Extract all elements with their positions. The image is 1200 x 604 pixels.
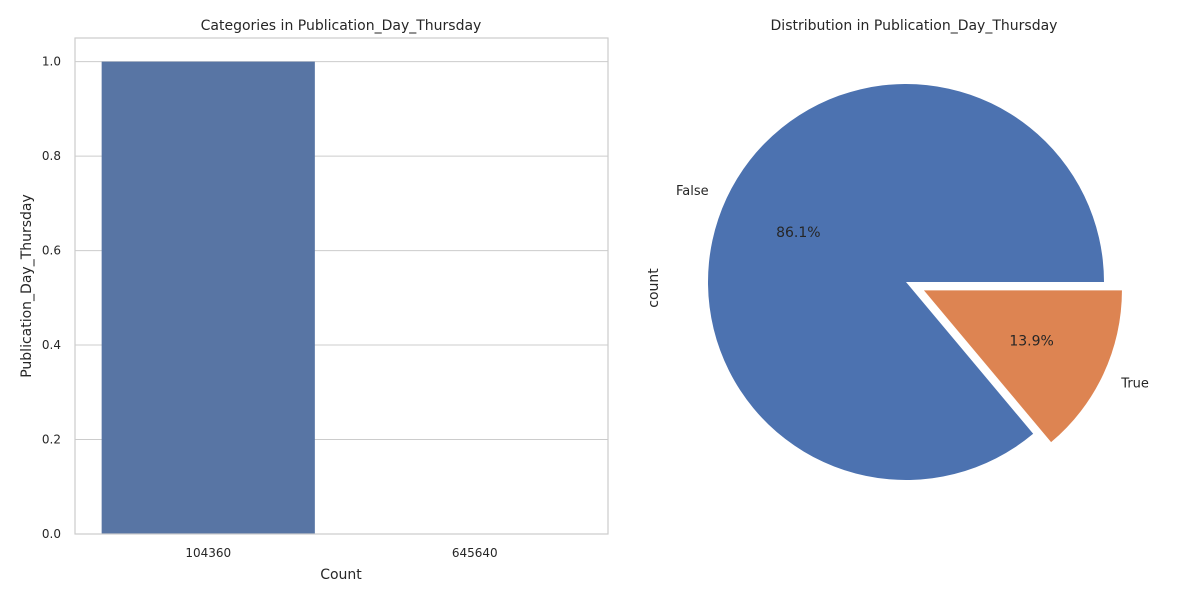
bar-y-tick-label: 0.6 [42, 244, 61, 258]
bar-x-tick-label: 104360 [185, 546, 231, 560]
bar-y-tick-label: 0.4 [42, 338, 61, 352]
pie-chart: Distribution in Publication_Day_Thursday… [646, 18, 1149, 480]
pie-y-axis-label: count [646, 268, 662, 308]
pie-slice-label: True [1120, 376, 1149, 391]
bar-marks [101, 61, 315, 534]
bar-x-ticks: 104360 645640 [185, 546, 497, 560]
bar-y-tick-label: 0.8 [42, 149, 61, 163]
bar-chart-title: Categories in Publication_Day_Thursday [201, 18, 482, 34]
bar-y-tick-label: 0.2 [42, 433, 61, 447]
pie-slice [923, 290, 1122, 443]
pie-marks: False 86.1% True 13.9% [676, 83, 1149, 480]
pie-slice-percentage: 13.9% [1009, 334, 1053, 350]
bar-x-axis-label: Count [320, 567, 362, 583]
pie-slice [708, 83, 1104, 480]
bar [101, 61, 315, 534]
bar-plot-frame [74, 37, 609, 535]
bar-y-tick-label: 1.0 [42, 55, 61, 69]
bar-y-ticks: 0.0 0.2 0.4 0.6 0.8 1.0 [42, 55, 61, 541]
pie-chart-title: Distribution in Publication_Day_Thursday [771, 18, 1058, 34]
pie-slice-label: False [676, 184, 709, 199]
bar-y-tick-label: 0.0 [42, 527, 61, 541]
pie-slice-percentage: 86.1% [776, 225, 820, 241]
bar-y-axis-label: Publication_Day_Thursday [19, 194, 35, 378]
bar-x-tick-label: 645640 [452, 546, 498, 560]
bar-chart: Categories in Publication_Day_Thursday 0… [19, 18, 609, 583]
